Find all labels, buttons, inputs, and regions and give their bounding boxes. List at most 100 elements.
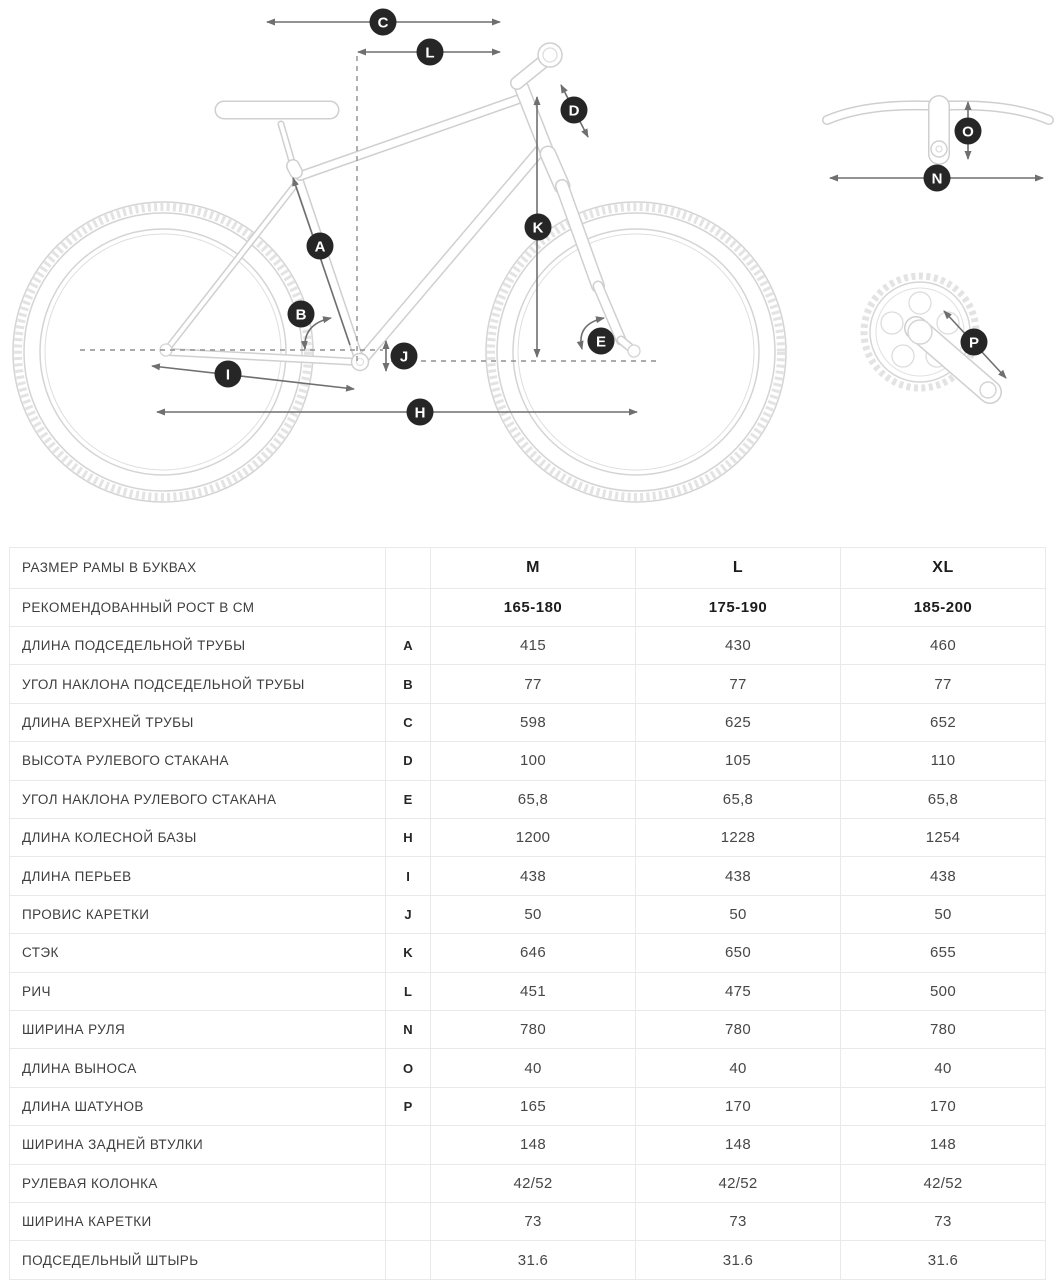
rear-wheel-illustration	[12, 201, 314, 503]
row-letter: K	[385, 933, 431, 973]
row-value-m: 73	[430, 1202, 636, 1242]
row-letter	[385, 1240, 431, 1280]
row-value-l: 73	[635, 1202, 841, 1242]
svg-text:N: N	[932, 171, 943, 188]
dim-label-j: J	[390, 342, 418, 370]
row-value-xl: 185-200	[840, 587, 1046, 627]
table-row: СТЭК K 646 650 655	[9, 933, 1046, 973]
row-value-l: 780	[635, 1010, 841, 1050]
handlebar-top-view-illustration	[822, 95, 1054, 165]
frame-illustration	[159, 78, 555, 372]
table-row: ШИРИНА РУЛЯ N 780 780 780	[9, 1010, 1046, 1050]
dim-label-d: D	[560, 96, 588, 124]
dim-label-b: B	[287, 300, 315, 328]
table-row: ДЛИНА ПОДСЕДЕЛЬНОЙ ТРУБЫ A 415 430 460	[9, 625, 1046, 666]
svg-text:E: E	[596, 334, 606, 351]
row-value-m: 77	[430, 664, 636, 704]
row-letter: E	[385, 779, 431, 819]
stem-handlebar-illustration	[510, 42, 563, 90]
row-value-xl: 500	[840, 971, 1046, 1012]
row-value-m: 42/52	[430, 1163, 636, 1204]
dim-label-c: C	[369, 8, 397, 36]
table-row: ПОДСЕДЕЛЬНЫЙ ШТЫРЬ 31.6 31.6 31.6	[9, 1240, 1046, 1280]
table-row: ДЛИНА ВЕРХНЕЙ ТРУБЫ C 598 625 652	[9, 702, 1046, 743]
row-value-m: 65,8	[430, 779, 636, 819]
row-letter	[385, 1125, 431, 1165]
row-value-l: 625	[635, 702, 841, 743]
row-parameter-label: ПРОВИС КАРЕТКИ	[9, 894, 386, 935]
row-value-m: M	[430, 547, 636, 589]
row-value-m: 165-180	[430, 587, 636, 627]
geometry-table-body: РАЗМЕР РАМЫ В БУКВАХ M L XL РЕКОМЕНДОВАННЫЙ …	[9, 547, 1046, 1280]
row-parameter-label: РЕКОМЕНДОВАННЫЙ РОСТ В СМ	[9, 587, 386, 627]
row-value-xl: XL	[840, 547, 1046, 589]
row-parameter-label: ДЛИНА ВЫНОСА	[9, 1048, 386, 1088]
row-value-l: 50	[635, 894, 841, 935]
row-value-xl: 170	[840, 1086, 1046, 1127]
table-row: ШИРИНА ЗАДНЕЙ ВТУЛКИ 148 148 148	[9, 1125, 1046, 1165]
svg-text:K: K	[533, 220, 544, 237]
dim-arrow-i	[151, 363, 355, 392]
front-wheel-illustration	[485, 201, 787, 503]
row-parameter-label: ШИРИНА РУЛЯ	[9, 1010, 386, 1050]
row-letter: J	[385, 894, 431, 935]
svg-text:H: H	[415, 405, 426, 422]
svg-text:C: C	[378, 15, 389, 32]
row-value-l: 430	[635, 625, 841, 666]
row-letter	[385, 1202, 431, 1242]
row-letter	[385, 547, 431, 589]
row-value-m: 100	[430, 741, 636, 781]
row-parameter-label: СТЭК	[9, 933, 386, 973]
dim-label-l: L	[416, 38, 444, 66]
row-value-l: 475	[635, 971, 841, 1012]
svg-text:L: L	[425, 45, 434, 62]
row-parameter-label: РИЧ	[9, 971, 386, 1012]
table-row: УГОЛ НАКЛОНА РУЛЕВОГО СТАКАНА E 65,8 65,8 65…	[9, 779, 1046, 819]
dim-label-e: E	[587, 327, 615, 355]
row-value-xl: 42/52	[840, 1163, 1046, 1204]
row-value-xl: 148	[840, 1125, 1046, 1165]
row-letter: N	[385, 1010, 431, 1050]
row-parameter-label: УГОЛ НАКЛОНА ПОДСЕДЕЛЬНОЙ ТРУБЫ	[9, 664, 386, 704]
row-value-m: 646	[430, 933, 636, 973]
row-parameter-label: ПОДСЕДЕЛЬНЫЙ ШТЫРЬ	[9, 1240, 386, 1280]
row-parameter-label: ВЫСОТА РУЛЕВОГО СТАКАНА	[9, 741, 386, 781]
row-letter: O	[385, 1048, 431, 1088]
row-value-xl: 31.6	[840, 1240, 1046, 1280]
reference-dashed-lines	[80, 56, 657, 362]
row-parameter-label: ШИРИНА КАРЕТКИ	[9, 1202, 386, 1242]
row-value-m: 438	[430, 856, 636, 896]
row-value-l: 170	[635, 1086, 841, 1127]
row-value-l: 650	[635, 933, 841, 973]
svg-text:B: B	[296, 307, 307, 324]
row-parameter-label: ДЛИНА ШАТУНОВ	[9, 1086, 386, 1127]
row-letter: B	[385, 664, 431, 704]
table-row: УГОЛ НАКЛОНА ПОДСЕДЕЛЬНОЙ ТРУБЫ B 77 77 77	[9, 664, 1046, 704]
row-value-l: 1228	[635, 817, 841, 858]
row-value-l: 148	[635, 1125, 841, 1165]
row-value-m: 40	[430, 1048, 636, 1088]
row-value-m: 780	[430, 1010, 636, 1050]
dim-arrow-a	[292, 177, 351, 346]
dim-label-a: A	[306, 232, 334, 260]
row-value-l: L	[635, 547, 841, 589]
row-parameter-label: ДЛИНА ВЕРХНЕЙ ТРУБЫ	[9, 702, 386, 743]
dim-arrow-e	[576, 316, 605, 350]
row-value-l: 77	[635, 664, 841, 704]
row-letter	[385, 1163, 431, 1204]
row-letter: D	[385, 741, 431, 781]
row-value-l: 105	[635, 741, 841, 781]
row-value-xl: 73	[840, 1202, 1046, 1242]
row-value-l: 40	[635, 1048, 841, 1088]
row-value-xl: 40	[840, 1048, 1046, 1088]
row-value-m: 598	[430, 702, 636, 743]
row-value-xl: 50	[840, 894, 1046, 935]
table-row: ВЫСОТА РУЛЕВОГО СТАКАНА D 100 105 110	[9, 741, 1046, 781]
table-row: ШИРИНА КАРЕТКИ 73 73 73	[9, 1202, 1046, 1242]
svg-text:A: A	[315, 239, 326, 256]
row-letter: I	[385, 856, 431, 896]
dim-label-i: I	[214, 360, 242, 388]
row-parameter-label: РУЛЕВАЯ КОЛОНКА	[9, 1163, 386, 1204]
row-value-m: 1200	[430, 817, 636, 858]
geometry-table: РАЗМЕР РАМЫ В БУКВАХ M L XL РЕКОМЕНДОВАННЫЙ …	[9, 547, 1046, 1280]
